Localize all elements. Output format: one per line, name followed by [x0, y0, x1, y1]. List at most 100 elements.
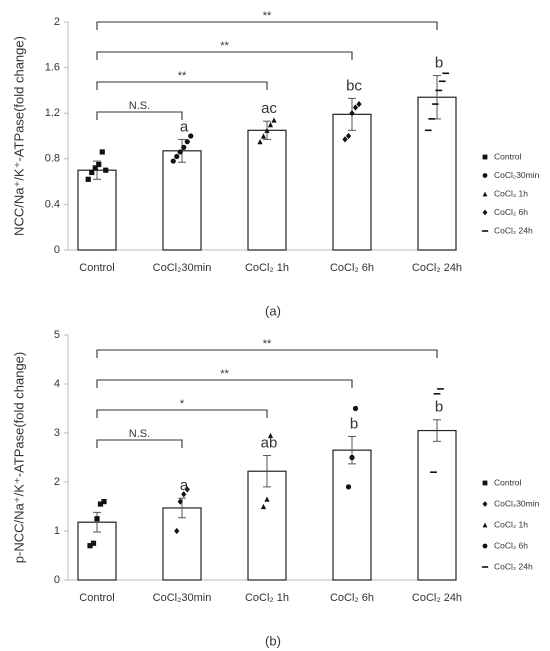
legend-label: CoCl₂30min [494, 498, 540, 508]
data-point [170, 158, 176, 164]
significance-letter: ac [261, 100, 277, 117]
x-tick-label: CoCl₂ 1h [245, 262, 289, 274]
legend-marker [482, 501, 488, 507]
legend-label: CoCl₂ 24h [494, 561, 533, 571]
data-point [90, 540, 97, 546]
data-point [94, 516, 100, 522]
comparison-bracket [96, 439, 183, 448]
legend-label: Control [494, 151, 522, 161]
significance-letter: b [435, 55, 443, 72]
data-point [184, 486, 190, 493]
y-tick-label: 1.6 [45, 62, 60, 74]
legend-label: CoCl₂ 1h [494, 188, 528, 198]
legend-marker [482, 191, 488, 197]
data-point [267, 432, 274, 439]
y-tick-label: 0 [54, 244, 60, 256]
data-point [349, 110, 355, 117]
y-tick-label: 5 [54, 329, 60, 341]
data-point [177, 498, 183, 505]
comparison-label: N.S. [129, 100, 150, 112]
data-point [345, 132, 352, 140]
comparison-label: ** [220, 40, 229, 52]
bar [162, 150, 202, 251]
comparison-bracket [96, 409, 268, 418]
data-point [103, 167, 109, 173]
legend-label: Control [494, 477, 522, 487]
data-point [260, 503, 267, 510]
data-point [89, 169, 95, 176]
data-point [184, 139, 190, 145]
data-point [356, 100, 362, 108]
bar [417, 96, 457, 251]
legend-marker [482, 154, 488, 160]
bar [247, 470, 287, 581]
data-point [174, 527, 180, 535]
x-tick-label: Control [79, 262, 114, 274]
panel-label: (b) [265, 633, 281, 648]
bar [77, 169, 117, 251]
x-tick-label: CoCl₂30min [153, 262, 212, 274]
bar [162, 507, 202, 581]
data-point [435, 89, 443, 92]
x-tick-label: CoCl₂ 24h [412, 592, 462, 604]
data-point [188, 133, 194, 139]
y-tick-label: 2 [54, 476, 60, 488]
data-point [349, 454, 355, 461]
data-point [92, 165, 98, 171]
bar [247, 129, 287, 251]
data-point [342, 136, 348, 143]
legend-marker [482, 480, 488, 486]
data-point [424, 129, 432, 132]
data-point [97, 501, 104, 507]
comparison-label: N.S. [129, 428, 150, 440]
legend-marker [482, 209, 488, 216]
data-point [267, 122, 274, 128]
comparison-bracket [96, 379, 353, 388]
y-tick-label: 1 [54, 525, 60, 537]
x-tick-label: Control [79, 592, 114, 604]
data-point [431, 103, 439, 105]
data-point [271, 117, 277, 123]
bar [332, 449, 372, 581]
legend-marker [481, 230, 489, 232]
x-tick-label: CoCl₂ 6h [330, 262, 374, 274]
data-point [174, 153, 180, 160]
legend-label: CoCl₂ 24h [494, 225, 533, 235]
data-point [99, 149, 105, 155]
y-tick-label: 0.8 [45, 153, 60, 165]
significance-letter: bc [346, 77, 362, 94]
comparison-label: ** [263, 338, 272, 350]
bar [417, 429, 457, 581]
data-point [85, 176, 91, 182]
data-point [428, 118, 436, 120]
data-point [257, 139, 263, 145]
data-point [433, 393, 441, 395]
y-tick-label: 0.4 [45, 198, 60, 210]
legend-marker [482, 543, 488, 549]
significance-letter: a [180, 118, 189, 135]
legend-label: CoCl₂ 6h [494, 207, 528, 217]
data-point [101, 499, 107, 505]
comparison-label: ** [178, 70, 187, 82]
y-tick-label: 4 [54, 378, 60, 390]
data-point [181, 144, 187, 150]
comparison-bracket [96, 51, 353, 60]
data-point [260, 133, 267, 139]
data-point [438, 80, 446, 83]
data-point [264, 496, 270, 502]
legend-marker [482, 522, 488, 528]
data-point [87, 543, 93, 549]
y-tick-label: 1.2 [45, 107, 60, 119]
data-point [181, 491, 187, 498]
comparison-label: ** [220, 368, 229, 380]
x-tick-label: CoCl₂ 1h [245, 592, 289, 604]
significance-letter: ab [261, 435, 278, 452]
legend-marker [482, 173, 488, 178]
comparison-bracket [96, 21, 438, 30]
data-point [264, 127, 270, 133]
x-tick-label: CoCl₂ 6h [330, 592, 374, 604]
x-tick-label: CoCl₂30min [153, 592, 212, 604]
data-point [96, 161, 102, 168]
significance-letter: a [180, 477, 189, 494]
